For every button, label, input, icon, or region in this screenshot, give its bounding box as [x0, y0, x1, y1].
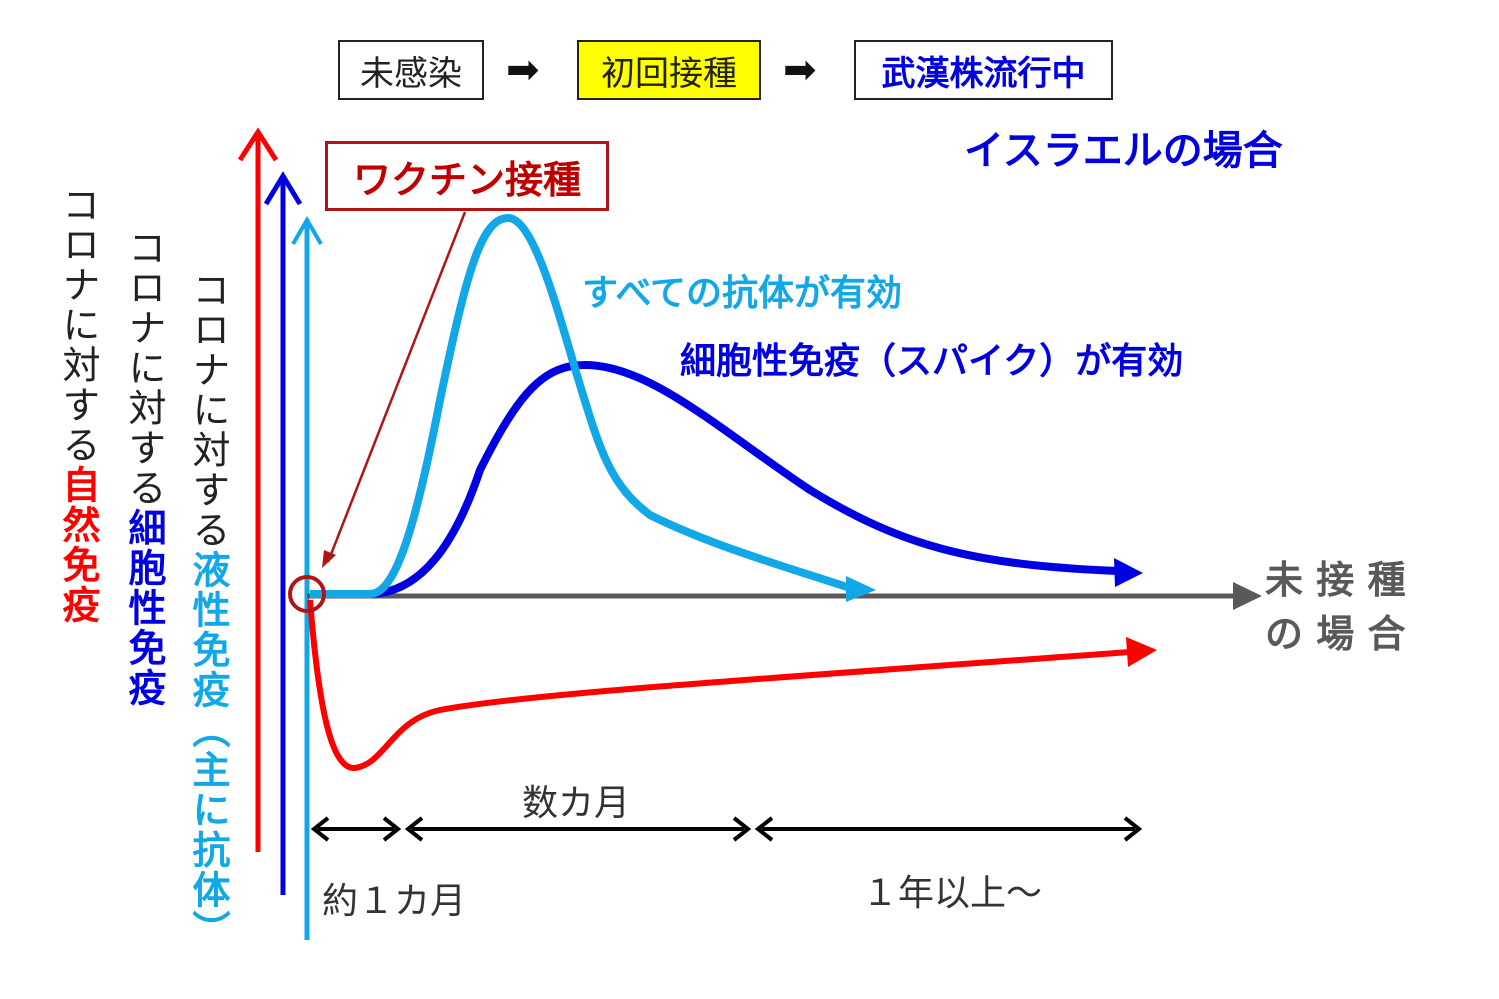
natural-immunity-axis — [237, 127, 279, 852]
axis-natural-emph: 自然免疫 — [56, 465, 100, 625]
vaccination-point-marker — [288, 575, 326, 613]
time-label-one-month: 約１カ月 — [322, 881, 467, 922]
time-span-over-year — [754, 816, 1143, 842]
stage-arrow-2: ➡ — [783, 47, 817, 93]
vaccine-pointer-arrow — [322, 211, 467, 568]
axis-label-natural-immunity: コロナに対する自然免疫 — [56, 185, 100, 625]
time-label-over-year: １年以上～ — [862, 873, 1043, 914]
time-label-few-months: 数カ月 — [522, 783, 631, 824]
humoral-immunity-curve — [310, 213, 876, 602]
cellular-effect-label: 細胞性免疫（スパイク）が有効 — [680, 341, 1184, 382]
unvaccinated-label-line1: 未 接 種 — [1265, 558, 1406, 602]
humoral-immunity-axis — [291, 216, 323, 940]
axis-cellular-prefix: コロナに対する — [122, 228, 166, 508]
axis-label-humoral-immunity: コロナに対する液性免疫（主に抗体） — [186, 270, 230, 950]
time-span-one-month — [310, 816, 402, 842]
axis-humoral-prefix: コロナに対する — [186, 270, 230, 550]
stage-first-dose-box: 初回接種 — [577, 40, 761, 100]
baseline-axis — [307, 582, 1262, 610]
time-span-few-months — [404, 816, 752, 842]
vaccine-label: ワクチン接種 — [352, 157, 581, 202]
stage-unvaccinated-label: 未感染 — [360, 53, 462, 94]
stage-arrow-1: ➡ — [506, 47, 540, 93]
vaccine-label-box: ワクチン接種 — [325, 141, 609, 211]
stage-wuhan-box: 武漢株流行中 — [854, 40, 1113, 100]
axis-cellular-emph: 細胞性免疫 — [122, 508, 166, 708]
unvaccinated-label-line2: の 場 合 — [1265, 612, 1406, 656]
stage-wuhan-label: 武漢株流行中 — [881, 53, 1086, 94]
stage-unvaccinated-box: 未感染 — [338, 40, 484, 100]
humoral-effect-label: すべての抗体が有効 — [582, 273, 903, 314]
natural-immunity-curve — [307, 599, 1157, 771]
cellular-immunity-axis — [263, 171, 303, 895]
axis-natural-prefix: コロナに対する — [56, 185, 100, 465]
cellular-immunity-curve — [310, 360, 1143, 598]
country-label: イスラエルの場合 — [964, 128, 1283, 174]
stage-first-dose-label: 初回接種 — [601, 53, 737, 94]
axis-label-cellular-immunity: コロナに対する細胞性免疫 — [122, 228, 166, 708]
axis-humoral-emph: 液性免疫（主に抗体） — [186, 550, 230, 950]
